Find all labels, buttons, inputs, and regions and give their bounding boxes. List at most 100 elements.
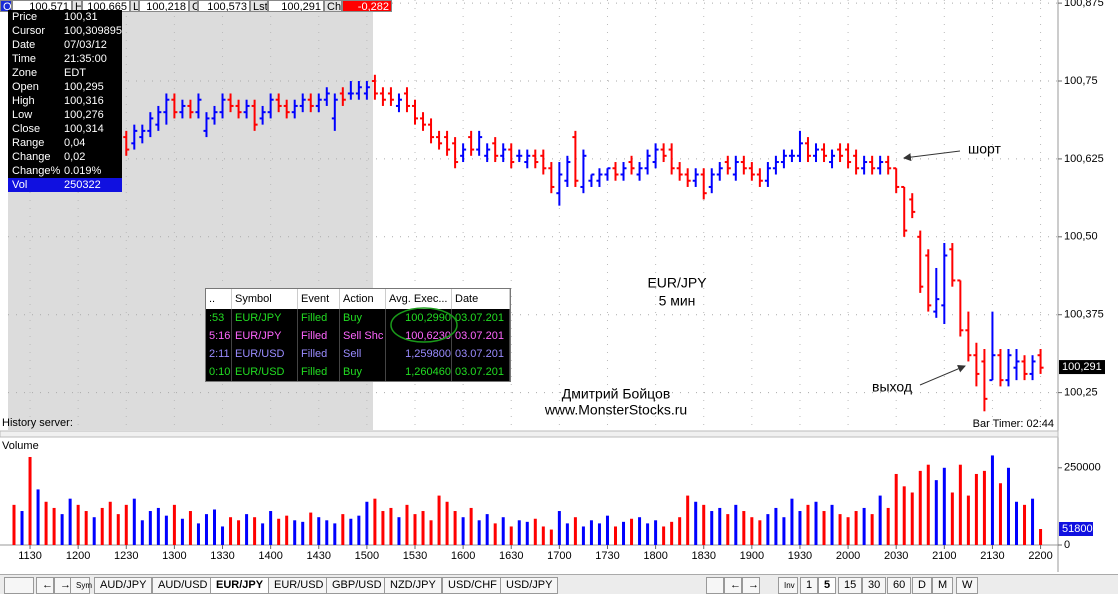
- y-tick-label: 100,75: [1064, 75, 1098, 87]
- volume-bar: [28, 456, 32, 545]
- volume-bar: [581, 526, 585, 545]
- x-tick-label: 1530: [403, 550, 427, 562]
- volume-bar: [60, 514, 64, 545]
- volume-bar: [421, 511, 425, 545]
- volume-bar: [886, 507, 890, 545]
- toolbar-key: Chg: [324, 0, 342, 12]
- volume-bar: [557, 511, 561, 545]
- volume-bar: [662, 526, 666, 545]
- symbol-tab[interactable]: NZD/JPY: [384, 577, 442, 594]
- x-tick-label: 1730: [595, 550, 619, 562]
- symbol-tab[interactable]: USD/JPY: [500, 577, 559, 594]
- volume-bar: [413, 514, 417, 545]
- volume-bar: [549, 529, 553, 545]
- order-row: 2:11 EUR/USD Filled Sell 1,259800 03.07.201: [206, 345, 510, 363]
- order-cell: Filled: [298, 345, 340, 363]
- volume-bar: [285, 515, 289, 545]
- symbol-tab[interactable]: USD/CHF: [442, 577, 503, 594]
- nav-button[interactable]: ←: [36, 577, 54, 594]
- toolbar: O100,571H100,665L100,218C100,573Lst100,2…: [0, 0, 392, 13]
- info-panel: Price 100,31 Cursor 100,309895 Date 07/03/12 T…: [8, 10, 122, 192]
- history-label: History server:: [2, 417, 73, 429]
- x-tick-label: 2200: [1028, 550, 1052, 562]
- volume-bar: [694, 501, 698, 545]
- info-row: Vol 250322: [8, 178, 122, 192]
- timeframe-button[interactable]: 1: [800, 577, 819, 594]
- volume-bar: [1015, 501, 1018, 545]
- info-value: EDT: [64, 67, 86, 79]
- symbol-tab[interactable]: GBP/USD: [326, 577, 388, 594]
- order-cell: Buy: [340, 309, 386, 327]
- info-value: 100,316: [64, 95, 104, 107]
- symbol-tab[interactable]: AUD/USD: [152, 577, 214, 594]
- chart-subtitle: 5 мин: [659, 293, 696, 309]
- y-tick-label: 100,875: [1064, 0, 1104, 9]
- nav-button[interactable]: ←: [724, 577, 742, 594]
- info-key: Date: [12, 39, 36, 51]
- info-value: 0,02: [64, 151, 86, 163]
- volume-bar: [854, 511, 858, 545]
- nav-button[interactable]: →: [742, 577, 760, 594]
- order-cell: Buy: [340, 363, 386, 381]
- order-cell: 1,259800: [386, 345, 452, 363]
- timeframe-button[interactable]: M: [932, 577, 954, 594]
- volume-bar: [974, 473, 978, 545]
- volume-bar: [1023, 504, 1027, 545]
- volume-bar: [132, 498, 136, 545]
- volume-bar: [910, 492, 914, 545]
- sym-button[interactable]: Sym: [70, 577, 92, 594]
- volume-bar: [806, 504, 810, 545]
- symbol-tab[interactable]: AUD/JPY: [94, 577, 153, 594]
- volume-bar: [718, 507, 722, 545]
- volume-bar: [245, 514, 249, 545]
- order-cell: Filled: [298, 363, 340, 381]
- volume-bar: [638, 517, 642, 545]
- timeframe-button[interactable]: D: [912, 577, 932, 594]
- volume-bar: [630, 518, 634, 545]
- inv-button[interactable]: Inv: [778, 577, 798, 594]
- timeframe-button[interactable]: 30: [862, 577, 887, 594]
- x-tick-label: 1430: [307, 550, 331, 562]
- symbol-tab[interactable]: EUR/USD: [268, 577, 330, 594]
- x-tick-label: 1300: [162, 550, 186, 562]
- volume-bar: [782, 517, 786, 545]
- toolbar-key: Lst: [250, 0, 268, 12]
- volume-bar: [509, 526, 513, 545]
- toolbar-value: 100,218: [139, 0, 189, 12]
- nav-button[interactable]: [706, 577, 724, 594]
- orders-header: .. Symbol Event Action Avg. Exec... Date: [206, 289, 510, 309]
- order-cell: Sell Shc: [340, 327, 386, 345]
- last-volume-box: [1059, 522, 1093, 537]
- volume-bar: [116, 514, 120, 545]
- toolbar-key: L: [130, 0, 139, 12]
- info-row: High 100,316: [8, 94, 122, 108]
- timeframe-button[interactable]: 60: [887, 577, 912, 594]
- y-tick-label: 100,50: [1064, 231, 1098, 243]
- timeframe-button[interactable]: W: [956, 577, 979, 594]
- info-key: Low: [12, 109, 33, 121]
- timeframe-button[interactable]: 15: [838, 577, 863, 594]
- exit-note: выход: [872, 379, 912, 395]
- volume-bar: [333, 523, 337, 545]
- volume-bar: [774, 507, 778, 545]
- order-cell: EUR/USD: [232, 345, 298, 363]
- symbol-tab[interactable]: EUR/JPY: [210, 577, 270, 594]
- x-tick-label: 1900: [740, 550, 764, 562]
- volume-bar: [982, 470, 986, 545]
- volume-bar: [862, 507, 866, 545]
- volume-bar: [870, 514, 874, 545]
- volume-bar: [229, 517, 233, 545]
- volume-bar: [36, 489, 40, 545]
- x-tick-label: 2100: [932, 550, 956, 562]
- volume-bar: [293, 520, 297, 545]
- timeframe-button[interactable]: 5: [818, 577, 837, 594]
- volume-bar: [1006, 467, 1010, 545]
- volume-bar: [277, 518, 281, 545]
- volume-bar: [838, 514, 842, 545]
- toolbar-value: -0,282: [342, 0, 392, 12]
- volume-bar: [253, 517, 257, 545]
- short-note: шорт: [968, 141, 1001, 157]
- order-cell: 03.07.201: [452, 363, 510, 381]
- volume-bar: [822, 511, 826, 545]
- nav-button[interactable]: [4, 577, 34, 594]
